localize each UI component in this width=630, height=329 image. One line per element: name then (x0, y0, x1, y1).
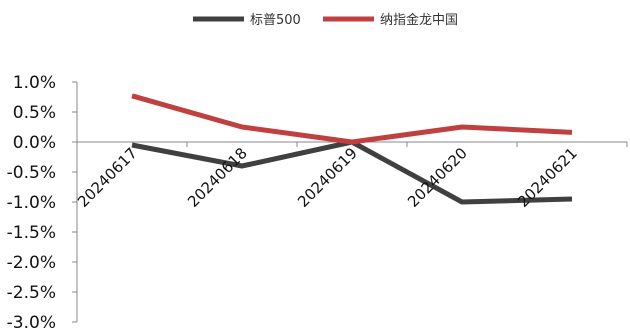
y-tick-label: -2.0% (7, 253, 56, 273)
y-tick-label: -2.5% (7, 283, 56, 303)
y-tick-label: -1.5% (7, 223, 56, 243)
legend-label-1: 标普500 (250, 13, 301, 28)
y-tick-label: -0.5% (7, 163, 56, 183)
series-layer (131, 93, 573, 205)
legend: 标普500 纳指金龙中国 (193, 12, 458, 28)
x-tick-label: 20240617 (74, 144, 141, 211)
y-tick-label: 0.0% (13, 133, 56, 153)
legend-label-2: 纳指金龙中国 (380, 12, 458, 28)
x-tick-label: 20240618 (184, 144, 251, 211)
y-tick-label: -1.0% (7, 193, 56, 213)
series-line-2 (131, 93, 573, 145)
y-tick-label: 0.5% (13, 103, 56, 123)
y-tick-label: -3.0% (7, 313, 56, 329)
axes: 1.0% 0.5% 0.0% -0.5% -1.0% -1.5% -2.0% -2.5% -3.… (7, 73, 628, 329)
y-tick-label: 1.0% (13, 73, 56, 93)
